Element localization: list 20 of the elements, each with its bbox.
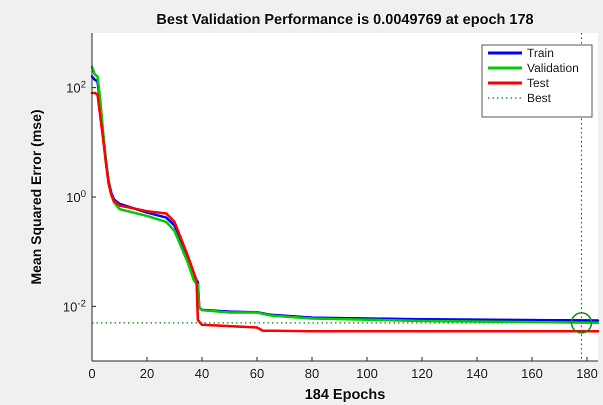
y-axis-title: Mean Squared Error (mse) bbox=[28, 109, 44, 285]
x-tick-label: 0 bbox=[88, 366, 96, 381]
x-tick-label: 80 bbox=[304, 366, 320, 381]
legend-label: Best bbox=[527, 91, 552, 105]
x-tick-label: 60 bbox=[250, 366, 264, 381]
x-tick-label: 20 bbox=[140, 366, 154, 381]
x-tick-label: 40 bbox=[194, 366, 210, 381]
x-tick-label: 120 bbox=[411, 366, 433, 381]
x-tick-label: 160 bbox=[521, 366, 543, 381]
x-tick-label: 100 bbox=[356, 366, 378, 381]
x-tick-label: 180 bbox=[576, 366, 598, 381]
legend-label: Train bbox=[527, 46, 554, 60]
chart-title: Best Validation Performance is 0.0049769 at epoch 178 bbox=[156, 12, 534, 28]
legend-label: Validation bbox=[527, 61, 579, 75]
legend-label: Test bbox=[527, 76, 550, 90]
x-tick-label: 140 bbox=[466, 366, 488, 381]
y-tick-label: 10$^{2}$ bbox=[66, 79, 86, 96]
x-axis-title: 184 Epochs bbox=[304, 387, 386, 403]
y-tick-label: 10$^{0}$ bbox=[66, 188, 87, 205]
y-tick-label: 10$^{-2}$ bbox=[62, 298, 86, 314]
